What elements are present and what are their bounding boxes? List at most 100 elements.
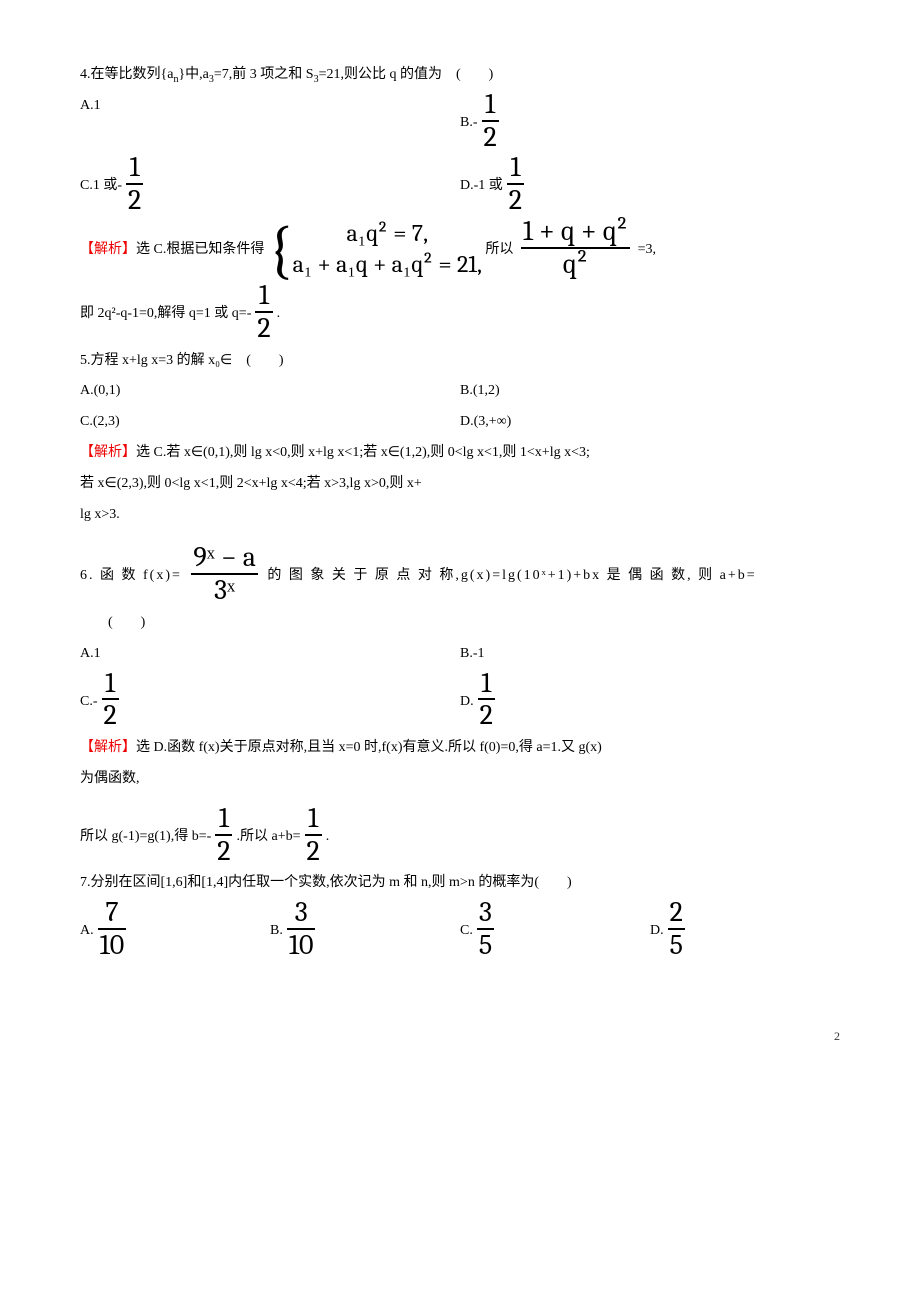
q6-d-pre: D. (460, 694, 474, 709)
q4-option-c: C.1 或-12 (80, 154, 460, 218)
q4-sol-2b: =3, (638, 242, 656, 257)
q7-b-pre: B. (270, 923, 283, 938)
q4-c-frac: 12 (122, 152, 147, 216)
solution-label: 【解析】 (80, 445, 136, 460)
frac-den: 2 (102, 700, 119, 731)
q5-solution-3: lg x>3. (80, 500, 840, 531)
q4-option-b: B.-12 (460, 91, 840, 155)
q4-stem-d: =21,则公比 q 的值为 ( ) (319, 67, 494, 82)
q4-d-frac: 12 (503, 152, 528, 216)
q7-option-c: C.35 (460, 899, 650, 963)
q6-options-row2: C.-12 D.12 (80, 670, 840, 734)
q7-c-pre: C. (460, 923, 473, 938)
frac-den: 5 (668, 930, 685, 961)
q6-option-d: D.12 (460, 670, 840, 734)
q4-a-label: A.1 (80, 98, 101, 113)
q4-stem-text: 4.在等比数列{a (80, 67, 173, 82)
frac-num: 1 (102, 668, 119, 701)
frac-num: 3 (477, 897, 494, 930)
q6-stem-a: 6. 函 数 f(x)= (80, 568, 182, 583)
frac-num: 1 (255, 280, 272, 313)
frac-num: 2 (668, 897, 685, 930)
frac-num: 9ˣ − a (191, 542, 257, 575)
q7-d-frac: 25 (664, 897, 689, 961)
frac-den: 2 (507, 185, 524, 216)
q6-solution-1: 【解析】选 D.函数 f(x)关于原点对称,且当 x=0 时,f(x)有意义.所… (80, 733, 840, 764)
q4-solution-line2: 即 2q²-q-1=0,解得 q=1 或 q=-12. (80, 282, 840, 346)
frac-den: 10 (287, 930, 316, 961)
solution-label: 【解析】 (80, 740, 136, 755)
q4-sol3-frac: 12 (251, 280, 276, 344)
q4-sol-1: 选 C.根据已知条件得 (136, 242, 264, 257)
q7-stem: 7.分别在区间[1,6]和[1,4]内任取一个实数,依次记为 m 和 n,则 m… (80, 868, 840, 899)
q7-d-pre: D. (650, 923, 664, 938)
q4-sol-frac: 1 + q + q²q² (517, 216, 634, 280)
q4-sol-3a: 即 2q²-q-1=0,解得 q=1 或 q=- (80, 306, 251, 321)
frac-den: 2 (126, 185, 143, 216)
frac-num: 7 (98, 897, 127, 930)
q4-sol-3b: . (277, 306, 281, 321)
solution-label: 【解析】 (80, 242, 136, 257)
q5-option-b: B.(1,2) (460, 376, 840, 407)
sys-line-2: a₁ + a₁q + a₁q² = 21, (293, 249, 482, 280)
q4-b-pre: B.- (460, 115, 478, 130)
q4-d-pre: D.-1 或 (460, 178, 503, 193)
q6-c-frac: 12 (98, 668, 123, 732)
frac-den: q² (521, 249, 630, 280)
q4-b-frac: 12 (478, 89, 503, 153)
q6-options-row1: A.1 B.-1 (80, 639, 840, 670)
frac-den: 3ˣ (191, 575, 257, 606)
q6-sol-3a: 所以 g(-1)=g(1),得 b=- (80, 829, 211, 844)
frac-num: 1 (507, 152, 524, 185)
q5-stem: 5.方程 x+lg x=3 的解 x₀∈ ( ) (80, 346, 840, 377)
frac-den: 5 (477, 930, 494, 961)
q4-solution-line1: 【解析】选 C.根据已知条件得 { a₁q² = 7, a₁ + a₁q + a… (80, 218, 840, 282)
q6-stem-b: 的 图 象 关 于 原 点 对 称,g(x)=lg(10ˣ+1)+bx 是 偶 … (267, 568, 756, 583)
frac-num: 1 (305, 803, 322, 836)
q5-solution-2: 若 x∈(2,3),则 0<lg x<1,则 2<x+lg x<4;若 x>3,… (80, 469, 840, 500)
q6-frac: 9ˣ − a3ˣ (187, 542, 261, 606)
sys-line-1: a₁q² = 7, (293, 218, 482, 249)
q6-option-a: A.1 (80, 639, 460, 670)
q6-stem: 6. 函 数 f(x)= 9ˣ − a3ˣ 的 图 象 关 于 原 点 对 称,… (80, 544, 840, 608)
q4-options-row1: A.1 B.-12 (80, 91, 840, 155)
frac-den: 2 (478, 700, 495, 731)
q4-option-d: D.-1 或12 (460, 154, 840, 218)
q6-stem-c: ( ) (80, 608, 840, 639)
q4-c-pre: C.1 或- (80, 178, 122, 193)
q6-d-frac: 12 (474, 668, 499, 732)
q6-solution-3: 所以 g(-1)=g(1),得 b=-12.所以 a+b=12. (80, 805, 840, 869)
frac-den: 2 (305, 836, 322, 867)
frac-num: 1 (215, 803, 232, 836)
frac-num: 3 (287, 897, 316, 930)
q5-options-row2: C.(2,3) D.(3,+∞) (80, 407, 840, 438)
q4-sol-2a: 所以 (485, 242, 513, 257)
q4-options-row2: C.1 或-12 D.-1 或12 (80, 154, 840, 218)
q5-options-row1: A.(0,1) B.(1,2) (80, 376, 840, 407)
q4-option-a: A.1 (80, 91, 460, 155)
page-number: 2 (80, 1023, 840, 1049)
q4-stem-b: }中,a (178, 67, 208, 82)
frac-den: 2 (215, 836, 232, 867)
frac-num: 1 (478, 668, 495, 701)
q7-options: A.710 B.310 C.35 D.25 (80, 899, 840, 963)
q6-sol3-frac2: 12 (301, 803, 326, 867)
q7-a-pre: A. (80, 923, 94, 938)
q5-solution-1: 【解析】选 C.若 x∈(0,1),则 lg x<0,则 x+lg x<1;若 … (80, 438, 840, 469)
q7-b-frac: 310 (283, 897, 320, 961)
q5-sol-1: 选 C.若 x∈(0,1),则 lg x<0,则 x+lg x<1;若 x∈(1… (136, 445, 590, 460)
q5-option-c: C.(2,3) (80, 407, 460, 438)
q7-a-frac: 710 (94, 897, 131, 961)
frac-den: 2 (255, 313, 272, 344)
q4-system: { a₁q² = 7, a₁ + a₁q + a₁q² = 21, (268, 218, 482, 282)
spacer (80, 795, 840, 805)
q7-option-b: B.310 (270, 899, 460, 963)
frac-num: 1 (126, 152, 143, 185)
system-lines: a₁q² = 7, a₁ + a₁q + a₁q² = 21, (293, 218, 482, 282)
q7-c-frac: 35 (473, 897, 498, 961)
q5-option-d: D.(3,+∞) (460, 407, 840, 438)
q6-sol-1: 选 D.函数 f(x)关于原点对称,且当 x=0 时,f(x)有意义.所以 f(… (136, 740, 602, 755)
brace-icon: { (268, 218, 293, 282)
q7-option-d: D.25 (650, 899, 840, 963)
q6-sol-3c: . (326, 829, 330, 844)
